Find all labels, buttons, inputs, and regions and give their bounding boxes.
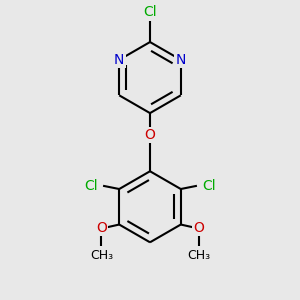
Text: N: N <box>176 53 186 67</box>
Text: Cl: Cl <box>202 179 215 193</box>
Text: CH₃: CH₃ <box>90 249 113 262</box>
Text: N: N <box>114 53 124 67</box>
Text: O: O <box>96 221 107 235</box>
Text: Cl: Cl <box>85 179 98 193</box>
Text: CH₃: CH₃ <box>187 249 210 262</box>
Text: Cl: Cl <box>143 5 157 20</box>
Text: O: O <box>145 128 155 142</box>
Text: O: O <box>193 221 204 235</box>
